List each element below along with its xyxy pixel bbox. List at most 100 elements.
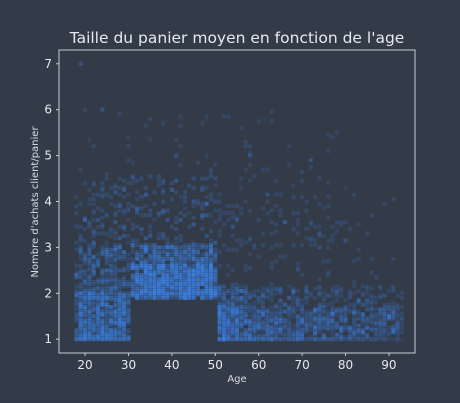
scatter-point [261, 300, 265, 305]
scatter-point [209, 261, 213, 266]
scatter-point [391, 330, 396, 335]
scatter-point [321, 302, 326, 307]
scatter-point [174, 263, 179, 268]
scatter-point [295, 217, 300, 222]
scatter-point [139, 277, 144, 282]
scatter-point [365, 318, 370, 323]
scatter-point [222, 321, 226, 326]
scatter-point [78, 334, 83, 339]
scatter-point [74, 224, 79, 229]
scatter-point [161, 277, 166, 282]
scatter-point [104, 247, 109, 252]
scatter-point [148, 284, 153, 289]
scatter-point [217, 293, 222, 298]
scatter-point [100, 314, 105, 319]
scatter-point [204, 277, 209, 282]
scatter-point [182, 295, 187, 300]
scatter-point [148, 277, 153, 282]
scatter-point [169, 243, 174, 248]
scatter-point [96, 298, 101, 303]
scatter-point [291, 307, 296, 312]
scatter-point [204, 284, 209, 289]
scatter-point [143, 282, 148, 287]
scatter-point [152, 273, 157, 277]
scatter-point [78, 332, 83, 337]
scatter-point [248, 334, 252, 339]
scatter-point [74, 300, 79, 305]
scatter-point [178, 286, 183, 291]
scatter-point [287, 295, 292, 300]
scatter-point [287, 330, 292, 335]
scatter-point [222, 337, 226, 342]
scatter-point [87, 323, 92, 328]
scatter-point [200, 266, 205, 271]
scatter-point [122, 224, 127, 229]
scatter-point [261, 334, 265, 339]
scatter-point [143, 261, 148, 266]
scatter-point [291, 194, 296, 199]
scatter-point [156, 236, 161, 241]
scatter-point [261, 325, 265, 330]
scatter-point [195, 277, 200, 282]
scatter-point [104, 332, 109, 337]
scatter-point [135, 238, 140, 243]
scatter-point [313, 337, 318, 342]
scatter-point [156, 263, 161, 268]
scatter-point [326, 204, 331, 209]
scatter-point [222, 332, 226, 337]
scatter-point [165, 240, 170, 245]
scatter-point [91, 300, 96, 305]
scatter-point [243, 328, 248, 332]
scatter-point [213, 254, 218, 259]
scatter-point [343, 185, 348, 190]
scatter-point [104, 334, 109, 339]
scatter-point [334, 284, 339, 289]
scatter-point [182, 289, 187, 293]
scatter-point [291, 309, 296, 314]
scatter-point [152, 250, 157, 254]
scatter-point [187, 245, 192, 250]
scatter-point [83, 256, 87, 261]
scatter-point [100, 270, 105, 275]
scatter-point [152, 286, 157, 291]
scatter-point [113, 284, 118, 289]
scatter-point [252, 174, 257, 179]
scatter-point [239, 295, 244, 300]
scatter-point [195, 291, 200, 296]
scatter-point [182, 268, 187, 273]
scatter-point [204, 289, 209, 293]
scatter-point [313, 330, 318, 335]
scatter-point [243, 307, 248, 312]
scatter-point [222, 332, 226, 337]
scatter-point [169, 268, 174, 273]
scatter-point [217, 286, 222, 291]
scatter-point [391, 325, 396, 330]
scatter-point [222, 328, 226, 332]
scatter-point [204, 268, 209, 273]
scatter-point [156, 231, 161, 236]
scatter-point [235, 305, 239, 310]
scatter-point [100, 321, 105, 326]
scatter-point [83, 330, 87, 335]
scatter-point [139, 254, 144, 259]
scatter-point [169, 291, 174, 296]
scatter-point [148, 213, 153, 218]
scatter-point [252, 330, 257, 335]
scatter-point [152, 284, 157, 289]
scatter-point [83, 305, 87, 310]
scatter-point [308, 222, 313, 227]
scatter-point [130, 289, 135, 293]
scatter-point [195, 277, 200, 282]
scatter-point [278, 321, 283, 326]
scatter-point [169, 284, 174, 289]
scatter-point [174, 245, 179, 250]
scatter-point [343, 307, 348, 312]
scatter-point [83, 307, 87, 312]
scatter-point [113, 279, 118, 284]
scatter-point [248, 321, 252, 326]
scatter-point [187, 291, 192, 296]
scatter-point [222, 309, 226, 314]
scatter-point [165, 282, 170, 287]
scatter-point [156, 259, 161, 264]
scatter-point [230, 286, 235, 291]
